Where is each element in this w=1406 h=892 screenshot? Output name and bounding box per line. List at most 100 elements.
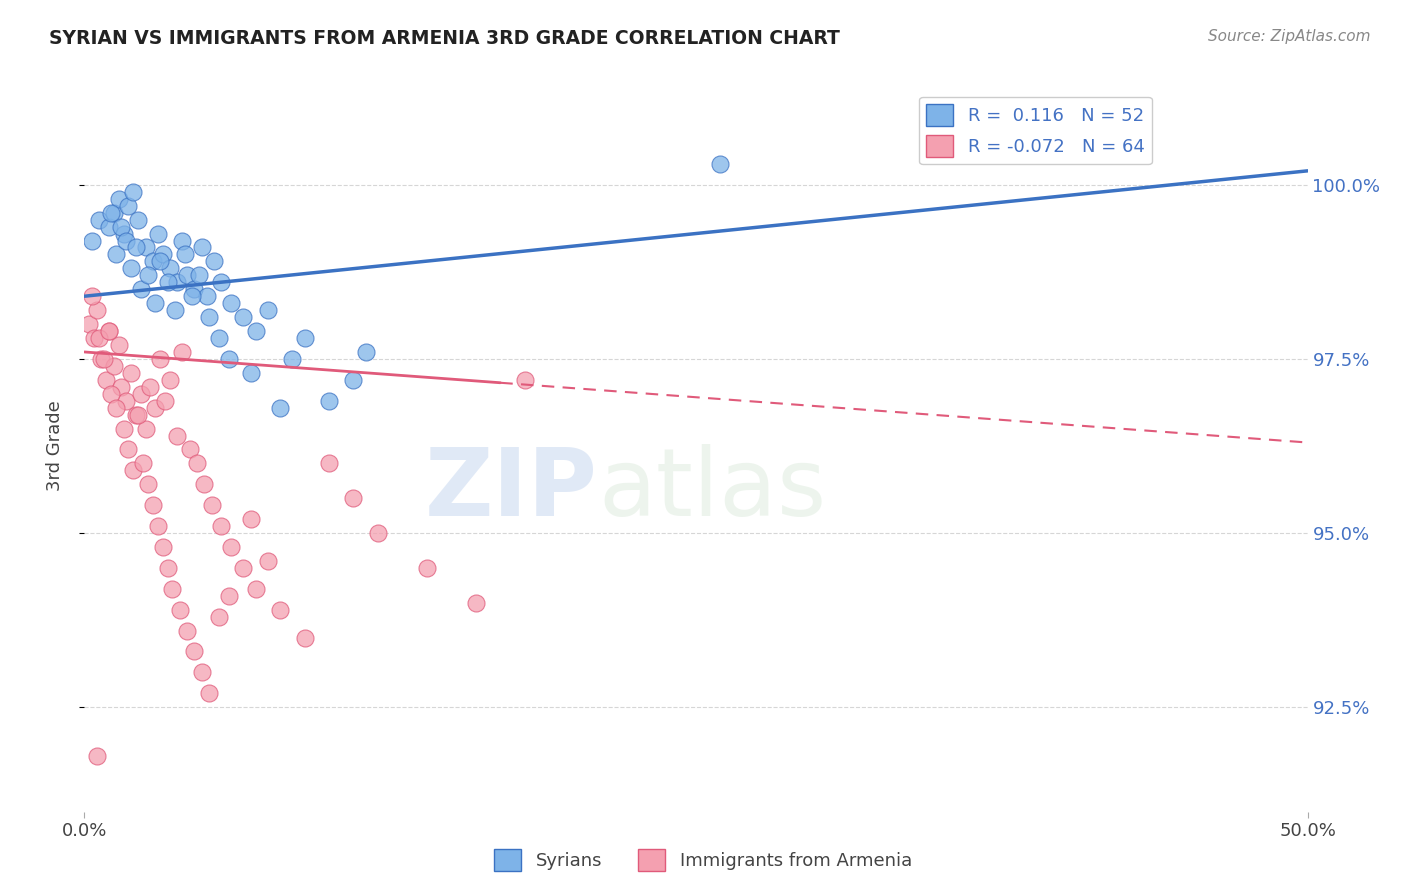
Point bbox=[149, 351, 172, 366]
Point bbox=[112, 421, 135, 435]
Point bbox=[176, 624, 198, 638]
Point bbox=[219, 540, 242, 554]
Point bbox=[218, 589, 240, 603]
Point bbox=[257, 303, 280, 318]
Point bbox=[112, 227, 135, 241]
Point bbox=[115, 234, 138, 248]
Point bbox=[269, 603, 291, 617]
Point bbox=[103, 359, 125, 373]
Point bbox=[110, 380, 132, 394]
Point bbox=[77, 317, 100, 331]
Point bbox=[135, 421, 157, 435]
Point bbox=[342, 373, 364, 387]
Point bbox=[156, 561, 179, 575]
Y-axis label: 3rd Grade: 3rd Grade bbox=[45, 401, 63, 491]
Point bbox=[181, 289, 204, 303]
Point bbox=[198, 686, 221, 700]
Point bbox=[173, 247, 195, 261]
Point bbox=[132, 457, 155, 471]
Point bbox=[367, 526, 389, 541]
Point bbox=[87, 331, 110, 345]
Point bbox=[172, 345, 194, 359]
Point bbox=[239, 512, 262, 526]
Point bbox=[80, 289, 103, 303]
Point bbox=[127, 212, 149, 227]
Point bbox=[218, 351, 240, 366]
Point bbox=[87, 212, 110, 227]
Point bbox=[107, 192, 129, 206]
Point bbox=[166, 275, 188, 289]
Point bbox=[117, 442, 139, 457]
Point bbox=[129, 386, 152, 401]
Point bbox=[294, 331, 316, 345]
Point bbox=[208, 331, 231, 345]
Point bbox=[136, 268, 159, 283]
Point bbox=[172, 234, 194, 248]
Point bbox=[100, 205, 122, 219]
Point bbox=[97, 219, 120, 234]
Point bbox=[142, 254, 165, 268]
Point bbox=[162, 582, 184, 596]
Point bbox=[166, 428, 188, 442]
Point bbox=[169, 603, 191, 617]
Point bbox=[156, 275, 179, 289]
Point bbox=[153, 393, 176, 408]
Point bbox=[149, 254, 172, 268]
Text: ZIP: ZIP bbox=[425, 444, 598, 536]
Point bbox=[86, 749, 108, 764]
Point bbox=[464, 596, 486, 610]
Point bbox=[245, 324, 267, 338]
Point bbox=[122, 185, 145, 199]
Point bbox=[239, 366, 262, 380]
Point bbox=[176, 268, 198, 283]
Point bbox=[202, 254, 225, 268]
Point bbox=[281, 351, 304, 366]
Point bbox=[105, 401, 128, 415]
Point bbox=[136, 477, 159, 491]
Point bbox=[163, 303, 186, 318]
Point bbox=[103, 205, 125, 219]
Point bbox=[127, 408, 149, 422]
Point bbox=[120, 366, 142, 380]
Point bbox=[97, 324, 120, 338]
Point bbox=[513, 373, 536, 387]
Point bbox=[188, 268, 211, 283]
Point bbox=[90, 351, 112, 366]
Point bbox=[135, 240, 157, 254]
Point bbox=[294, 631, 316, 645]
Point bbox=[709, 157, 731, 171]
Point bbox=[100, 386, 122, 401]
Point bbox=[152, 247, 174, 261]
Point bbox=[183, 282, 205, 296]
Point bbox=[193, 477, 215, 491]
Point bbox=[125, 408, 148, 422]
Text: Source: ZipAtlas.com: Source: ZipAtlas.com bbox=[1208, 29, 1371, 44]
Text: atlas: atlas bbox=[598, 444, 827, 536]
Point bbox=[86, 303, 108, 318]
Text: SYRIAN VS IMMIGRANTS FROM ARMENIA 3RD GRADE CORRELATION CHART: SYRIAN VS IMMIGRANTS FROM ARMENIA 3RD GR… bbox=[49, 29, 841, 47]
Point bbox=[179, 442, 201, 457]
Point bbox=[139, 380, 162, 394]
Point bbox=[143, 296, 166, 310]
Point bbox=[110, 219, 132, 234]
Point bbox=[146, 227, 169, 241]
Point bbox=[93, 351, 115, 366]
Point bbox=[416, 561, 439, 575]
Point bbox=[146, 519, 169, 533]
Point bbox=[198, 310, 221, 325]
Point bbox=[219, 296, 242, 310]
Point bbox=[122, 463, 145, 477]
Point bbox=[354, 345, 377, 359]
Point bbox=[125, 240, 148, 254]
Point bbox=[342, 491, 364, 506]
Point bbox=[200, 498, 222, 512]
Legend: Syrians, Immigrants from Armenia: Syrians, Immigrants from Armenia bbox=[486, 842, 920, 879]
Point bbox=[318, 393, 340, 408]
Point bbox=[129, 282, 152, 296]
Point bbox=[183, 644, 205, 658]
Point bbox=[115, 393, 138, 408]
Point bbox=[191, 240, 214, 254]
Point bbox=[96, 373, 118, 387]
Point bbox=[159, 261, 181, 276]
Point bbox=[195, 289, 218, 303]
